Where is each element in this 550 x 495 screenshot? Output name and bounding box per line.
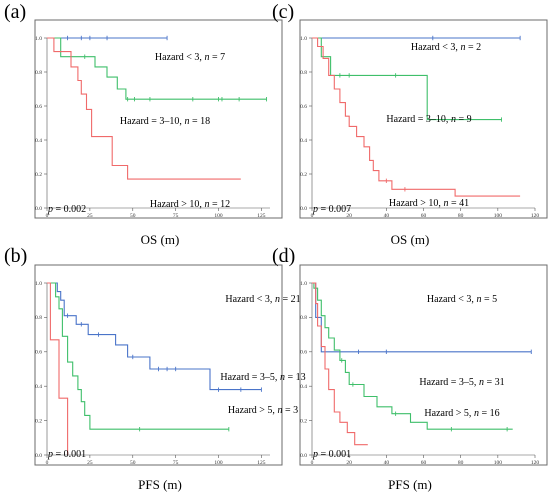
x-tick-label: 60: [421, 213, 427, 219]
x-tick-label: 0: [46, 213, 49, 219]
x-tick-label: 80: [458, 213, 464, 219]
panel-tag: (a): [4, 1, 26, 23]
y-tick-label: 1.0: [300, 281, 307, 287]
p-value: p = 0.002: [47, 204, 86, 215]
x-tick-label: 120: [531, 213, 540, 219]
x-tick-label: 40: [384, 213, 390, 219]
x-tick-label: 100: [494, 213, 503, 219]
chart-panel-2: (b) 0.0 0.2 0.4 0.6 0.8 1.0 0 25 50 75 100 125 PFS (m…: [4, 245, 306, 492]
x-axis-label: OS (m): [391, 232, 430, 247]
x-tick-label: 80: [458, 460, 464, 466]
x-tick-label: 25: [87, 460, 93, 466]
survival-curve-0: [47, 282, 262, 391]
y-tick-label: 0.2: [35, 418, 42, 424]
x-tick-label: 125: [257, 213, 266, 219]
plot-frame: [34, 19, 283, 219]
series-label: Hazard = 3–10, n = 9: [386, 114, 471, 125]
x-tick-label: 125: [257, 460, 266, 466]
plot-frame: [299, 19, 548, 219]
x-tick-label: 120: [531, 460, 540, 466]
x-axis-label: PFS (m): [388, 477, 432, 492]
series-label: Hazard < 3, n = 5: [427, 294, 497, 305]
y-tick-label: 0.8: [35, 70, 42, 76]
panel-tag: (b): [4, 245, 27, 267]
y-tick-label: 0.8: [35, 315, 42, 321]
y-tick-label: 0.2: [300, 418, 307, 424]
x-tick-label: 100: [494, 460, 503, 466]
y-tick-label: 0.4: [35, 384, 42, 390]
survival-curve-2: [312, 282, 368, 446]
x-tick-label: 0: [311, 213, 314, 219]
x-tick-label: 50: [130, 460, 136, 466]
x-axis-label: PFS (m): [138, 477, 182, 492]
p-value: p = 0.007: [312, 204, 351, 215]
x-tick-label: 0: [311, 460, 314, 466]
y-tick-label: 0.0: [300, 453, 307, 459]
panel-tag: (d): [272, 245, 295, 267]
series-label: Hazard > 5, n = 3: [228, 405, 298, 416]
y-tick-label: 0.6: [300, 350, 307, 356]
y-tick-label: 1.0: [35, 281, 42, 287]
y-tick-label: 0.0: [35, 206, 42, 212]
series-label: Hazard < 3, n = 21: [225, 294, 300, 305]
y-tick-label: 0.2: [35, 172, 42, 178]
y-tick-label: 0.6: [300, 104, 307, 110]
panel-tag: (c): [272, 1, 294, 23]
x-tick-label: 60: [421, 460, 427, 466]
y-tick-label: 0.4: [300, 384, 307, 390]
survival-curve-2: [47, 282, 69, 455]
survival-curve-2: [47, 37, 241, 180]
y-tick-label: 0.0: [35, 453, 42, 459]
y-tick-label: 1.0: [35, 36, 42, 42]
survival-curve-1: [312, 37, 502, 121]
series-label: Hazard < 3, n = 2: [411, 42, 481, 53]
survival-curve-2: [312, 37, 521, 197]
series-label: Hazard > 10, n = 41: [389, 198, 469, 209]
x-tick-label: 100: [214, 460, 223, 466]
y-tick-label: 0.4: [35, 138, 42, 144]
x-tick-label: 40: [384, 460, 390, 466]
series-label: Hazard < 3, n = 7: [155, 52, 225, 63]
series-label: Hazard = 3–10, n = 18: [120, 116, 210, 127]
y-tick-label: 0.8: [300, 70, 307, 76]
survival-curve-0: [312, 282, 532, 353]
survival-curve-1: [312, 282, 513, 430]
survival-curve-1: [47, 282, 229, 430]
chart-panel-1: (c) 0.0 0.2 0.4 0.6 0.8 1.0 0 20 40 60 80 100 120 OS (…: [272, 1, 548, 247]
x-axis-label: OS (m): [141, 232, 180, 247]
x-tick-label: 75: [173, 460, 179, 466]
series-label: Hazard > 10, n = 12: [150, 199, 230, 210]
x-tick-label: 20: [346, 460, 352, 466]
y-tick-label: 1.0: [300, 36, 307, 42]
chart-panel-3: (d) 0.0 0.2 0.4 0.6 0.8 1.0 0 20 40 60 80 100 120 PFS …: [272, 245, 548, 492]
x-tick-label: 25: [87, 213, 93, 219]
y-tick-label: 0.2: [300, 172, 307, 178]
x-tick-label: 100: [214, 213, 223, 219]
series-label: Hazard > 5, n = 16: [424, 408, 499, 419]
x-tick-label: 50: [130, 213, 136, 219]
y-tick-label: 0.0: [300, 206, 307, 212]
x-tick-label: 75: [173, 213, 179, 219]
y-tick-label: 0.6: [35, 350, 42, 356]
y-tick-label: 0.8: [300, 315, 307, 321]
plot-frame: [34, 264, 283, 466]
series-label: Hazard = 3–5, n = 31: [419, 377, 504, 388]
chart-panel-0: (a) 0.0 0.2 0.4 0.6 0.8 1.0 0 25 50 75 100 125 OS (m)…: [4, 1, 283, 247]
series-label: Hazard = 3–5, n = 13: [220, 372, 305, 383]
p-value: p = 0.001: [312, 449, 351, 460]
survival-curve-1: [47, 37, 267, 100]
p-value: p = 0.001: [47, 449, 86, 460]
x-tick-label: 20: [346, 213, 352, 219]
y-tick-label: 0.4: [300, 138, 307, 144]
x-tick-label: 0: [46, 460, 49, 466]
plot-frame: [299, 264, 548, 466]
y-tick-label: 0.6: [35, 104, 42, 110]
